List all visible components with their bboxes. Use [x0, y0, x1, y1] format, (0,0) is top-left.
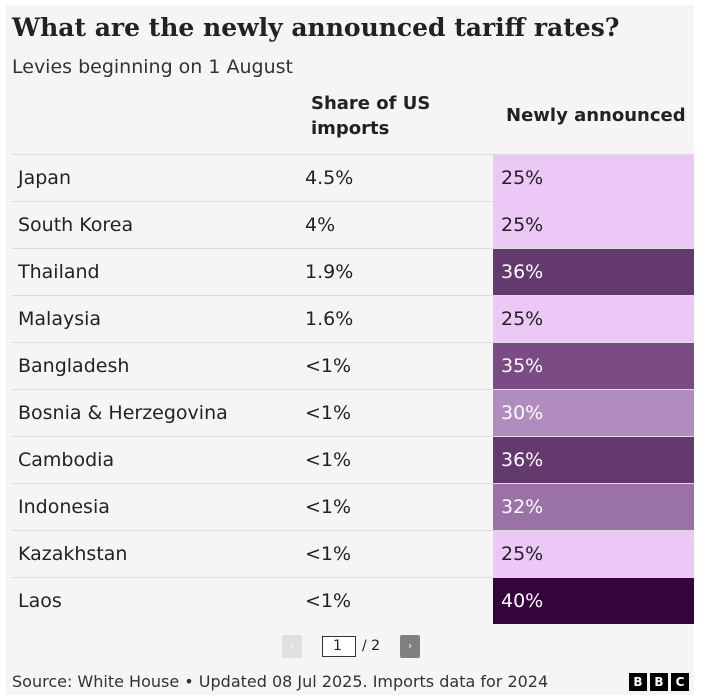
source-note: Source: White House • Updated 08 Jul 202…	[12, 672, 549, 691]
country-cell: Laos	[12, 577, 305, 624]
rate-cell: 36%	[493, 436, 694, 484]
share-cell: <1%	[305, 530, 493, 578]
rate-cell: 32%	[493, 483, 694, 531]
table-row: Bosnia & Herzegovina <1% 30%	[12, 389, 694, 437]
chart-panel: What are the newly announced tariff rate…	[6, 5, 694, 695]
chart-subtitle: Levies beginning on 1 August	[12, 56, 294, 78]
share-cell: 4%	[305, 201, 493, 249]
rate-cell: 40%	[493, 577, 694, 624]
table-row: Japan 4.5% 25%	[12, 154, 694, 202]
rate-cell: 30%	[493, 389, 694, 437]
share-cell: <1%	[305, 577, 493, 624]
header-share-line2: imports	[311, 118, 390, 139]
rate-cell: 25%	[493, 530, 694, 578]
next-page-button[interactable]: ›	[400, 634, 421, 658]
logo-letter: B	[650, 673, 668, 691]
share-cell: <1%	[305, 389, 493, 437]
country-cell: Thailand	[12, 248, 305, 296]
country-cell: Malaysia	[12, 295, 305, 343]
logo-letter: B	[629, 673, 647, 691]
page-input[interactable]: 1	[322, 635, 356, 657]
table-row: Indonesia <1% 32%	[12, 483, 694, 531]
country-cell: Indonesia	[12, 483, 305, 531]
share-cell: <1%	[305, 342, 493, 390]
share-cell: 4.5%	[305, 154, 493, 202]
country-cell: Bosnia & Herzegovina	[12, 389, 305, 437]
country-cell: South Korea	[12, 201, 305, 249]
table-row: Malaysia 1.6% 25%	[12, 295, 694, 343]
table-row: Thailand 1.9% 36%	[12, 248, 694, 296]
chart-title: What are the newly announced tariff rate…	[12, 13, 620, 42]
rate-cell: 36%	[493, 248, 694, 296]
bbc-logo: B B C	[629, 673, 689, 691]
country-cell: Kazakhstan	[12, 530, 305, 578]
country-cell: Bangladesh	[12, 342, 305, 390]
header-rate: Newly announced	[506, 105, 686, 126]
rate-cell: 25%	[493, 154, 694, 202]
table-row: Kazakhstan <1% 25%	[12, 530, 694, 578]
table-row: Bangladesh <1% 35%	[12, 342, 694, 390]
rate-cell: 25%	[493, 295, 694, 343]
rate-cell: 25%	[493, 201, 694, 249]
rate-cell: 35%	[493, 342, 694, 390]
share-cell: <1%	[305, 436, 493, 484]
logo-letter: C	[671, 673, 689, 691]
header-share-line1: Share of US	[311, 93, 431, 114]
tariff-table: Japan 4.5% 25% South Korea 4% 25% Thailand…	[12, 154, 694, 624]
table-row: Laos <1% 40%	[12, 577, 694, 624]
table-row: South Korea 4% 25%	[12, 201, 694, 249]
page-total: / 2	[362, 638, 381, 654]
country-cell: Japan	[12, 154, 305, 202]
prev-page-button[interactable]: ‹	[282, 634, 302, 658]
country-cell: Cambodia	[12, 436, 305, 484]
share-cell: 1.9%	[305, 248, 493, 296]
share-cell: 1.6%	[305, 295, 493, 343]
share-cell: <1%	[305, 483, 493, 531]
header-share: Share of US imports	[311, 91, 430, 141]
table-row: Cambodia <1% 36%	[12, 436, 694, 484]
pagination: ‹ 1 / 2 ›	[282, 634, 421, 658]
